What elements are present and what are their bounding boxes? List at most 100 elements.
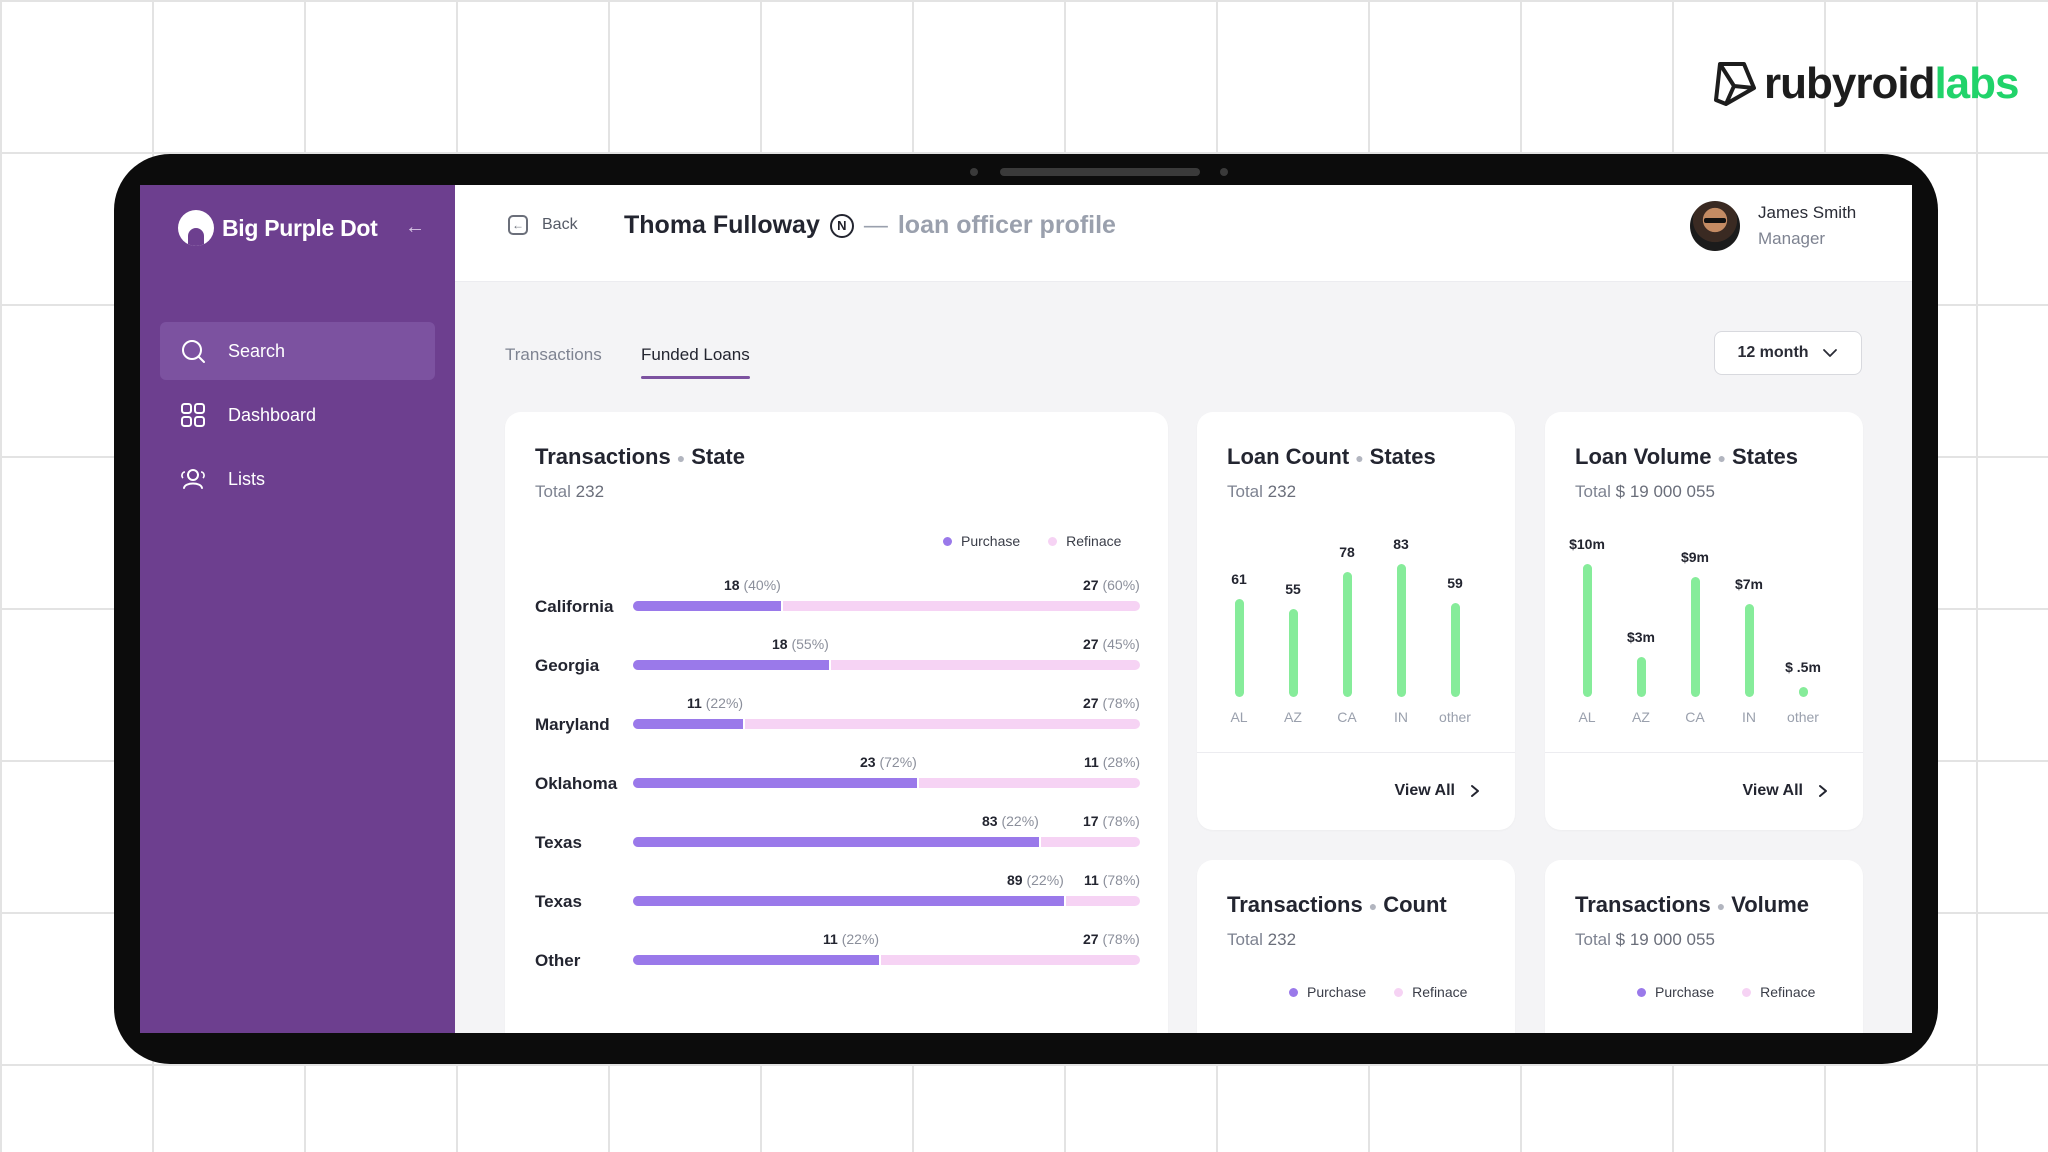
view-all-label: View All	[1742, 782, 1803, 799]
purchase-bar	[633, 601, 783, 611]
refinance-data-label: 17 (78%)	[1083, 813, 1140, 829]
avatar	[1690, 201, 1740, 251]
state-row: 18 (40%) 27 (60%) California	[535, 569, 1165, 629]
state-row: 11 (22%) 27 (78%) Maryland	[535, 687, 1165, 747]
back-label: Back	[542, 216, 578, 233]
brand-text-ruby: rubyroid	[1764, 59, 1935, 108]
grid-icon	[181, 403, 205, 427]
bar	[1235, 599, 1244, 697]
bar-value-label: 78	[1339, 544, 1355, 560]
state-label: California	[535, 597, 614, 616]
bar	[1289, 609, 1298, 697]
sidebar-item-label: Dashboard	[228, 404, 317, 425]
purchase-bar	[633, 955, 881, 965]
refinance-data-label: 27 (60%)	[1083, 577, 1140, 593]
period-select[interactable]: 12 month	[1714, 331, 1862, 375]
chevron-right-icon	[1471, 785, 1479, 797]
bar-value-label: $9m	[1680, 549, 1710, 565]
chart-legend: Purchase Refinace	[943, 533, 1121, 549]
legend-dot	[1289, 987, 1298, 997]
card-title-dim: Count	[1383, 892, 1447, 917]
refinance-bar	[633, 896, 1140, 906]
bar-category-label: IN	[1394, 709, 1408, 725]
bar-column: 78 CA	[1325, 507, 1369, 725]
bar-category-label: AZ	[1632, 709, 1650, 725]
state-row: 23 (72%) 11 (28%) Oklahoma	[535, 746, 1165, 806]
total-value: $ 19 000 055	[1615, 930, 1715, 949]
legend-refinance: Refinace	[1048, 533, 1121, 549]
state-row: 83 (22%) 17 (78%) Texas	[535, 805, 1165, 865]
legend-label: Refinace	[1760, 984, 1816, 1000]
bar-category-label: CA	[1337, 709, 1357, 725]
app-screen: Big Purple Dot ← Search Dashboard Lists …	[140, 185, 1912, 1033]
card-title: Transactions ● Volume	[1575, 892, 1810, 917]
legend-label: Purchase	[1307, 984, 1367, 1000]
period-value: 12 month	[1737, 344, 1809, 361]
rubyroid-labs-logo: rubyroidlabs	[1712, 56, 2020, 112]
view-all-button[interactable]: View All	[1743, 782, 1829, 800]
total-label: Total	[1227, 482, 1263, 501]
arrow-left-icon: ←	[508, 215, 528, 235]
purchase-bar	[633, 778, 919, 788]
bar-category-label: AL	[1230, 709, 1248, 725]
purchase-bar	[633, 719, 745, 729]
bar-column: 55 AZ	[1271, 507, 1315, 725]
purchase-data-label: 23 (72%)	[860, 754, 917, 770]
search-icon	[182, 340, 205, 363]
refinance-data-label: 27 (78%)	[1083, 695, 1140, 711]
chart-legend: Purchase Refinace	[1637, 984, 1815, 1000]
divider	[1545, 752, 1863, 753]
total-label: Total	[535, 482, 571, 501]
bar-value-label: $10m	[1569, 536, 1605, 552]
card-title-main: Transactions	[1575, 892, 1711, 917]
total-label: Total	[1575, 930, 1611, 949]
total-value: $ 19 000 055	[1615, 482, 1715, 501]
user-menu[interactable]: James Smith Manager	[1690, 201, 1856, 251]
legend-dot	[1048, 536, 1058, 546]
page-title: Thoma Fulloway N — loan officer profile	[624, 211, 1116, 240]
purchase-data-label: 11 (22%)	[687, 695, 744, 711]
card-total: Total $ 19 000 055	[1575, 930, 1715, 950]
card-title-dim: States	[1731, 444, 1799, 469]
legend-dot	[1637, 987, 1646, 997]
big-purple-dot-logo-icon	[178, 210, 214, 246]
purchase-bar	[633, 896, 1066, 906]
sidebar-item-dashboard[interactable]: Dashboard	[160, 386, 435, 444]
tab-transactions[interactable]: Transactions	[505, 345, 602, 364]
transactions-volume-card: Transactions ● Volume Total $ 19 000 055 P…	[1545, 860, 1863, 1033]
back-button[interactable]: ← Back	[508, 215, 578, 235]
sidebar-item-search[interactable]: Search	[160, 322, 435, 380]
card-title-dim: State	[691, 444, 745, 469]
sidebar-item-label: Lists	[228, 468, 266, 489]
arrow-left-icon[interactable]: ←	[405, 216, 425, 238]
legend-refinance: Refinace	[1742, 984, 1815, 1000]
refinance-bar	[633, 955, 1140, 965]
bar	[1799, 687, 1808, 697]
app-logo[interactable]: Big Purple Dot	[178, 210, 378, 246]
purchase-data-label: 11 (22%)	[823, 931, 880, 947]
legend-label: Purchase	[961, 533, 1021, 549]
chevron-right-icon	[1819, 785, 1827, 797]
bar-column: $10m AL	[1565, 507, 1609, 725]
card-title-main: Loan Count	[1227, 444, 1350, 469]
legend-purchase: Purchase	[1289, 984, 1366, 1000]
view-all-button[interactable]: View All	[1395, 782, 1481, 800]
refinance-data-label: 27 (78%)	[1083, 931, 1140, 947]
state-row: 89 (22%) 11 (78%) Texas	[535, 864, 1165, 924]
bar-value-label: $ .5m	[1785, 659, 1821, 675]
bar-category-label: CA	[1685, 709, 1705, 725]
refinance-data-label: 11 (28%)	[1084, 754, 1141, 770]
sidebar-item-lists[interactable]: Lists	[160, 450, 435, 508]
bar-column: $9m CA	[1673, 507, 1717, 725]
card-title: Transactions ● State	[535, 444, 745, 469]
refinance-bar	[633, 601, 1140, 611]
purchase-bar	[633, 837, 1041, 847]
card-title-main: Transactions	[1227, 892, 1363, 917]
rubyroid-mark-icon	[1714, 62, 1756, 106]
bar-column: 61 AL	[1217, 507, 1261, 725]
tab-funded-loans[interactable]: Funded Loans	[641, 345, 750, 379]
card-total: Total 232	[535, 482, 604, 502]
chevron-down-icon	[1822, 349, 1837, 357]
loan-volume-chart: $10m AL $3m AZ $9m CA $7m IN $ .5m other	[1565, 532, 1845, 725]
loan-count-card: Loan Count ● States Total 232 61 AL 55 AZ 78 CA…	[1197, 412, 1515, 830]
